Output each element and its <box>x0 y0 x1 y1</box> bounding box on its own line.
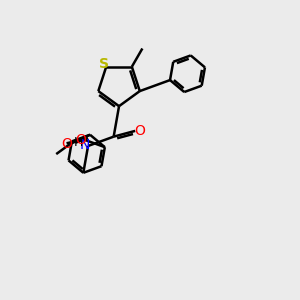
Text: O: O <box>134 124 145 138</box>
Text: N: N <box>80 138 90 152</box>
Text: S: S <box>99 57 109 71</box>
Text: H: H <box>74 136 83 149</box>
Text: O: O <box>61 137 72 151</box>
Text: O: O <box>76 133 86 146</box>
